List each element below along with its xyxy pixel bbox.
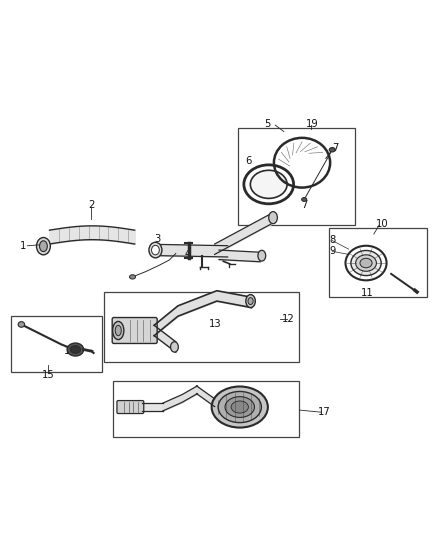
Ellipse shape: [39, 241, 47, 252]
Ellipse shape: [356, 255, 376, 271]
Ellipse shape: [113, 321, 124, 340]
Ellipse shape: [70, 345, 81, 353]
Text: 9: 9: [329, 246, 336, 256]
Ellipse shape: [360, 259, 372, 268]
Ellipse shape: [67, 343, 84, 356]
Bar: [329, 228, 427, 297]
Text: 5: 5: [264, 119, 271, 129]
Ellipse shape: [152, 245, 159, 255]
Ellipse shape: [149, 243, 162, 258]
Ellipse shape: [258, 251, 266, 261]
Text: 16: 16: [64, 346, 76, 356]
Ellipse shape: [18, 321, 25, 327]
Ellipse shape: [36, 238, 50, 255]
Ellipse shape: [302, 198, 307, 201]
Bar: [104, 293, 299, 361]
Ellipse shape: [248, 297, 253, 304]
Ellipse shape: [351, 251, 381, 276]
Text: 7: 7: [332, 143, 338, 152]
Bar: [113, 381, 299, 437]
FancyBboxPatch shape: [117, 401, 144, 414]
Ellipse shape: [269, 212, 277, 224]
Ellipse shape: [329, 148, 336, 152]
Ellipse shape: [212, 386, 268, 427]
Ellipse shape: [170, 342, 178, 352]
Text: 3: 3: [155, 235, 161, 244]
Text: 2: 2: [88, 200, 95, 210]
Text: 14: 14: [125, 332, 138, 342]
Text: 4: 4: [185, 249, 191, 260]
Bar: [11, 316, 102, 373]
Ellipse shape: [218, 391, 261, 423]
Text: 13: 13: [209, 319, 222, 329]
Ellipse shape: [231, 401, 248, 413]
Text: 8: 8: [329, 235, 336, 245]
Ellipse shape: [246, 295, 255, 308]
Text: 19: 19: [306, 119, 318, 129]
Ellipse shape: [251, 170, 287, 198]
Text: 1: 1: [20, 241, 27, 251]
Text: 11: 11: [361, 288, 374, 298]
Ellipse shape: [225, 397, 254, 417]
FancyBboxPatch shape: [112, 318, 157, 343]
Text: 7: 7: [301, 200, 308, 209]
Text: 6: 6: [245, 156, 251, 166]
Text: 12: 12: [282, 314, 295, 324]
Text: 18: 18: [217, 394, 230, 404]
Bar: [238, 128, 355, 225]
Ellipse shape: [130, 274, 135, 279]
Text: 15: 15: [42, 369, 55, 379]
Text: 10: 10: [376, 219, 389, 229]
Ellipse shape: [115, 325, 121, 336]
Text: 17: 17: [318, 407, 331, 417]
